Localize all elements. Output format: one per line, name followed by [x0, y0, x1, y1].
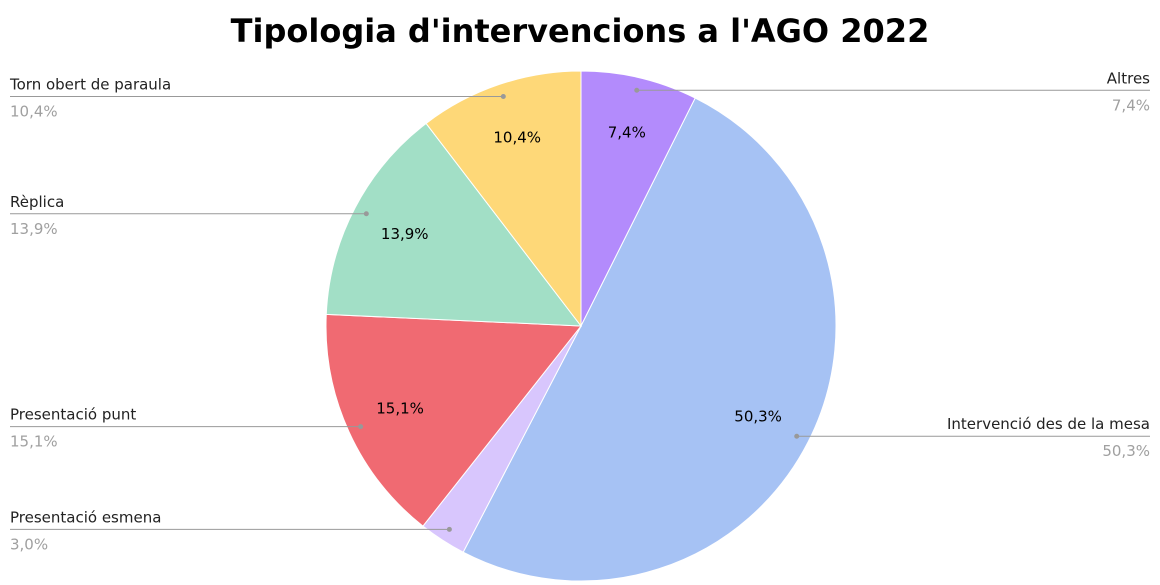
legend-value: 10,4% — [10, 103, 58, 121]
slice-label: 50,3% — [734, 407, 782, 425]
legend-value: 50,3% — [1102, 442, 1150, 460]
legend-value: 7,4% — [1112, 96, 1150, 114]
leader-dot — [358, 424, 364, 430]
legend-label: Rèplica — [10, 193, 64, 211]
legend-label: Altres — [1107, 69, 1150, 87]
legend-value: 3,0% — [10, 535, 48, 553]
slice-label: 7,4% — [608, 123, 646, 141]
leader-dot — [363, 211, 369, 217]
pie-slice — [325, 313, 582, 527]
slice-label: 13,9% — [381, 225, 429, 243]
legend-label: Intervenció des de la mesa — [947, 415, 1150, 433]
leader-dot — [634, 87, 640, 93]
pie-slice — [425, 70, 582, 328]
legend-label: Torn obert de paraula — [9, 76, 171, 94]
leader-dot — [500, 94, 506, 100]
legend-value: 15,1% — [10, 433, 58, 451]
pie-slice — [580, 70, 696, 327]
chart-title: Tipologia d'intervencions a l'AGO 2022 — [231, 12, 930, 50]
legend-value: 13,9% — [10, 220, 58, 238]
legend-label: Presentació esmena — [10, 508, 161, 526]
leader-dot — [446, 526, 452, 532]
slice-label: 15,1% — [376, 400, 424, 418]
leader-dot — [794, 433, 800, 439]
slice-label: 10,4% — [493, 129, 541, 147]
pie-slice — [325, 122, 583, 327]
legend-label: Presentació punt — [10, 406, 136, 424]
